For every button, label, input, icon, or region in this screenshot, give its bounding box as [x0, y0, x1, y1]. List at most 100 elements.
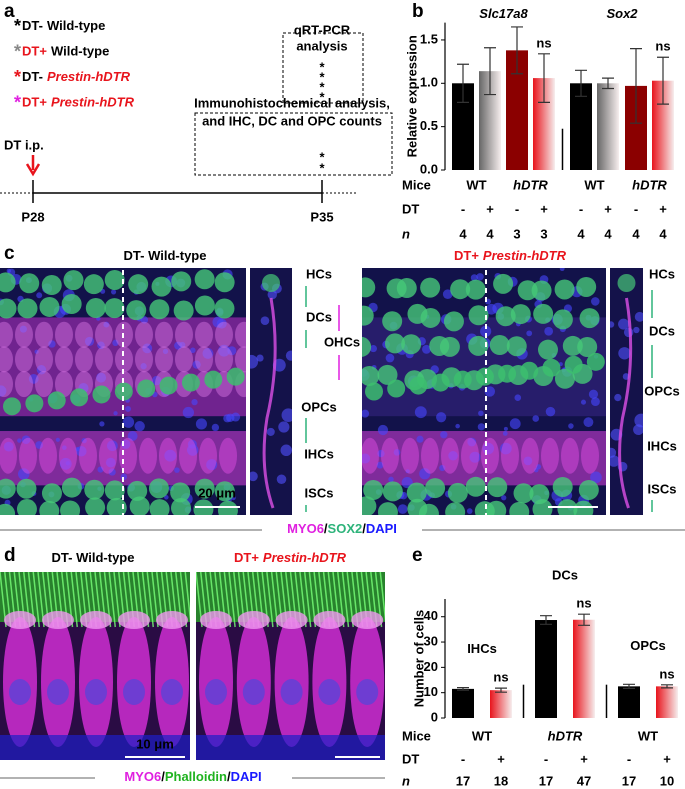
dapi [610, 447, 617, 458]
dt-label: - [579, 201, 583, 216]
ihc [421, 437, 439, 474]
y-tick-label: 1.0 [420, 75, 438, 90]
dapi [285, 350, 292, 361]
n-label: 4 [459, 226, 467, 241]
mice-label: hDTR [632, 177, 667, 192]
nucleus [356, 679, 379, 705]
star: * [319, 59, 325, 74]
caption-part: / [324, 521, 328, 536]
nucleus [39, 500, 60, 515]
nucleus [537, 339, 558, 360]
cell [15, 346, 33, 373]
panel-label: e [412, 545, 423, 566]
dapi [440, 431, 448, 439]
mice-label: WT [466, 177, 486, 192]
dapi [0, 385, 7, 397]
stereocilia [266, 572, 274, 628]
legend-marker: * [14, 41, 21, 61]
nucleus [194, 295, 215, 316]
dapi [227, 346, 237, 356]
dapi [190, 347, 196, 354]
y-tick-label: 1.5 [420, 31, 438, 46]
dapi [501, 495, 507, 501]
ihc [381, 437, 399, 474]
nucleus [127, 480, 148, 501]
nucleus [104, 269, 125, 290]
nucleus [173, 300, 194, 321]
group-label: Slc17a8 [479, 6, 528, 21]
caption: MYO6/Phalloidin/DAPI [124, 769, 261, 784]
magenta-band [362, 431, 606, 486]
legend-text: Prestin-hDTR [47, 69, 131, 84]
nucleus [0, 298, 17, 319]
dapi [211, 423, 220, 432]
opc [453, 370, 472, 389]
nucleus [61, 294, 82, 315]
nucleus [468, 305, 489, 326]
nucleus [552, 309, 573, 330]
dapi [588, 389, 599, 399]
category-label: IHCs [467, 641, 497, 656]
ihc [581, 437, 599, 474]
dapi [96, 372, 107, 383]
micrograph [610, 268, 643, 515]
n-label: 17 [622, 773, 636, 788]
row-label: DT [402, 201, 419, 216]
dapi [81, 437, 87, 444]
nucleus [214, 298, 235, 319]
dapi [281, 408, 292, 423]
micrograph [0, 572, 190, 760]
nucleus [465, 279, 486, 300]
dapi [127, 431, 138, 441]
dt-label: - [634, 201, 638, 216]
legend-text: Wild-type [47, 18, 105, 33]
nucleus [126, 300, 147, 321]
nucleus [531, 280, 552, 301]
legend-text: DT- [22, 69, 43, 84]
opc [92, 385, 111, 404]
n-label: 17 [456, 773, 470, 788]
dapi [614, 393, 622, 402]
caption-part: SOX2 [328, 521, 363, 536]
dapi [590, 471, 602, 484]
error-bar [457, 63, 469, 103]
opc [25, 394, 44, 413]
error-bar [511, 26, 523, 75]
dapi [103, 321, 110, 328]
dapi [260, 316, 270, 325]
ihc [521, 437, 539, 474]
nucleus [0, 503, 16, 515]
injection-label: DT i.p. [4, 137, 44, 152]
dapi [187, 439, 197, 449]
opc [542, 358, 561, 377]
dapi [480, 325, 492, 337]
star: * [319, 149, 325, 164]
dt-label: - [461, 201, 465, 216]
dapi [469, 451, 481, 463]
ihc [19, 437, 37, 474]
dapi [362, 453, 371, 464]
dapi [416, 435, 424, 443]
dapi [164, 449, 177, 462]
dapi [533, 467, 539, 473]
n-label: 4 [632, 226, 640, 241]
cuticular-plate [118, 611, 150, 629]
dt-label: - [515, 201, 519, 216]
bar [533, 78, 555, 170]
star: * [319, 160, 325, 175]
dapi [84, 336, 95, 346]
cell-label: DCs [649, 323, 675, 338]
nucleus [382, 481, 403, 502]
nucleus [85, 298, 106, 319]
dapi [633, 326, 640, 334]
dapi [414, 406, 427, 419]
legend-text: Prestin-hDTR [51, 95, 135, 110]
dapi [397, 504, 408, 514]
opc [3, 397, 21, 416]
dapi [266, 427, 275, 436]
ihc [79, 437, 97, 474]
dapi [162, 348, 169, 355]
opc [181, 373, 200, 392]
ihc [119, 437, 137, 474]
